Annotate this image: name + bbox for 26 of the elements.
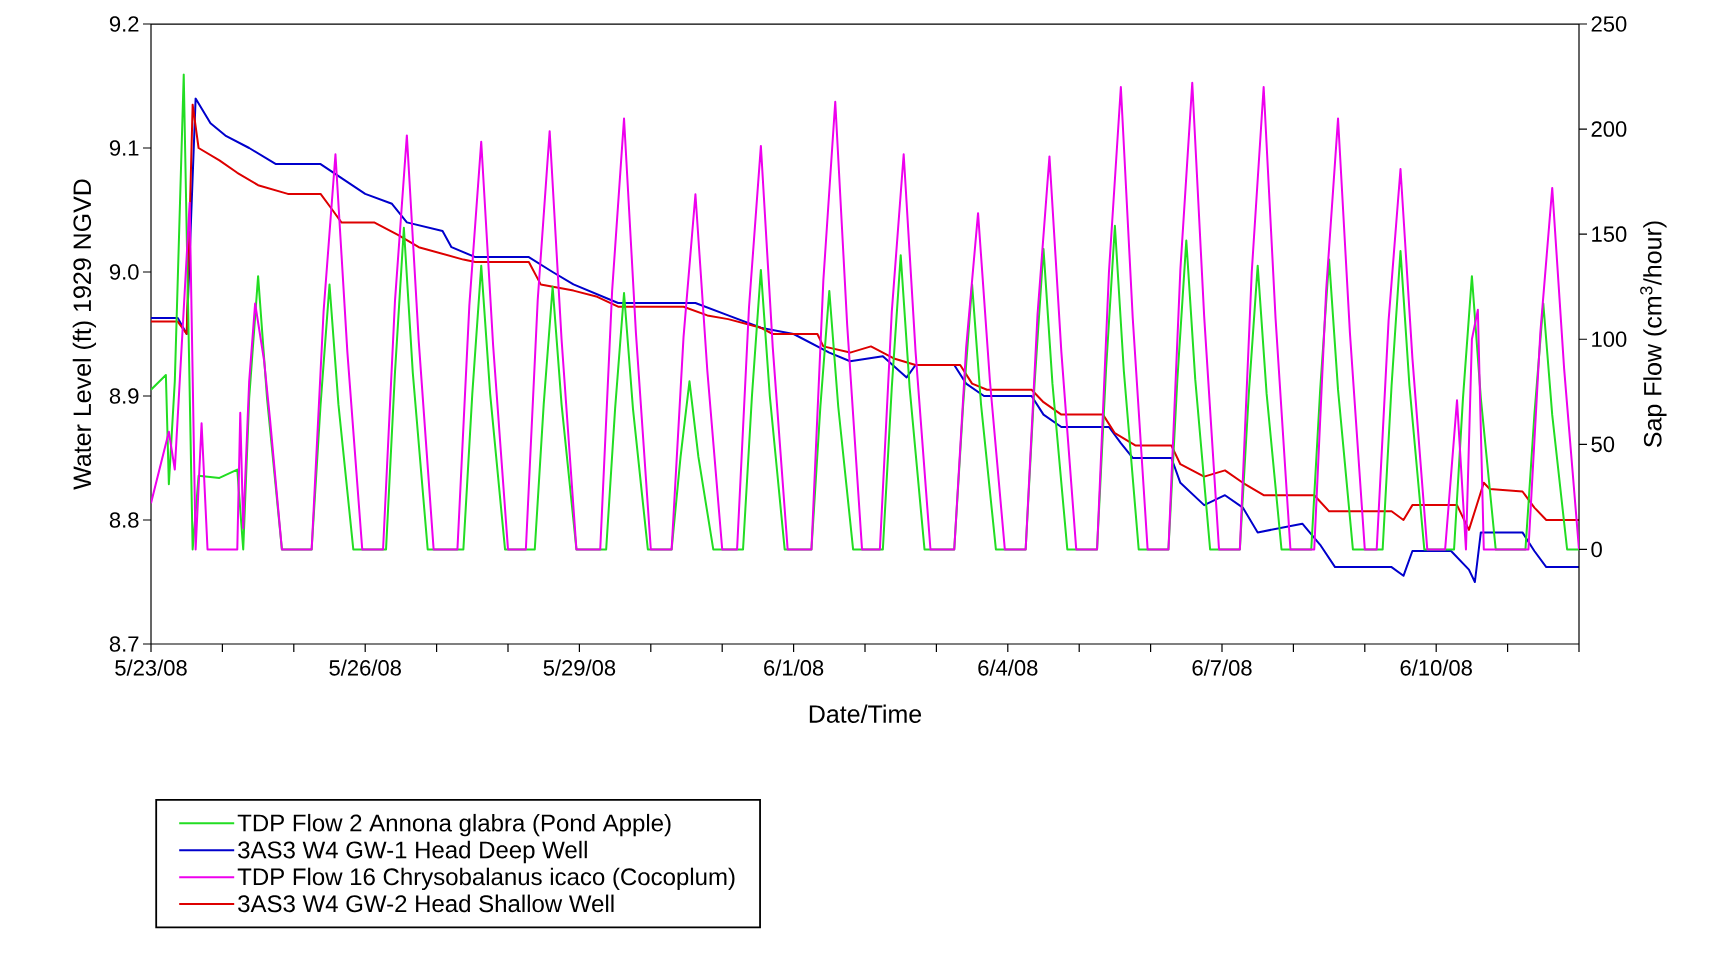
x-tick-label: 6/1/08 bbox=[764, 659, 824, 676]
y2-tick-label: 50 bbox=[1591, 436, 1615, 453]
x-axis-title: Date/Time bbox=[809, 704, 922, 723]
y2-axis-title: Sap Flow (cm$^{3}$/hour) bbox=[1640, 221, 1667, 448]
legend-label: TDP Flow 2 Annona glabra (Pond Apple) bbox=[237, 813, 671, 837]
y-axis-title: Water Level (ft) 1929 NGVD bbox=[72, 179, 97, 490]
y-tick-label: 8.8 bbox=[109, 512, 139, 528]
y-tick-label: 8.7 bbox=[109, 636, 139, 652]
legend-label: 3AS3 W4 GW-2 Head Shallow Well bbox=[238, 894, 614, 913]
y-tick-label: 8.9 bbox=[109, 388, 139, 404]
x-tick-label: 6/7/08 bbox=[1192, 659, 1252, 676]
y2-tick-label: 200 bbox=[1591, 121, 1627, 137]
x-tick-label: 5/23/08 bbox=[115, 659, 187, 676]
y-tick-label: 9.1 bbox=[109, 140, 139, 156]
x-tick-label: 5/26/08 bbox=[329, 659, 401, 676]
x-tick-label: 5/29/08 bbox=[543, 659, 616, 676]
y2-tick-label: 100 bbox=[1592, 331, 1627, 348]
legend-label: 3AS3 W4 GW-1 Head Deep Well bbox=[238, 840, 587, 864]
y2-tick-label: 250 bbox=[1591, 16, 1627, 32]
x-tick-label: 6/10/08 bbox=[1400, 659, 1472, 676]
y-tick-label: 9.2 bbox=[109, 16, 139, 32]
y2-tick-label: 0 bbox=[1591, 541, 1602, 558]
y2-tick-label: 150 bbox=[1592, 226, 1627, 242]
legend-label: TDP Flow 16 Chrysobalanus icaco (Cocoplum) bbox=[237, 867, 735, 891]
x-tick-label: 6/4/08 bbox=[978, 659, 1038, 676]
y-tick-label: 9.0 bbox=[109, 264, 139, 280]
